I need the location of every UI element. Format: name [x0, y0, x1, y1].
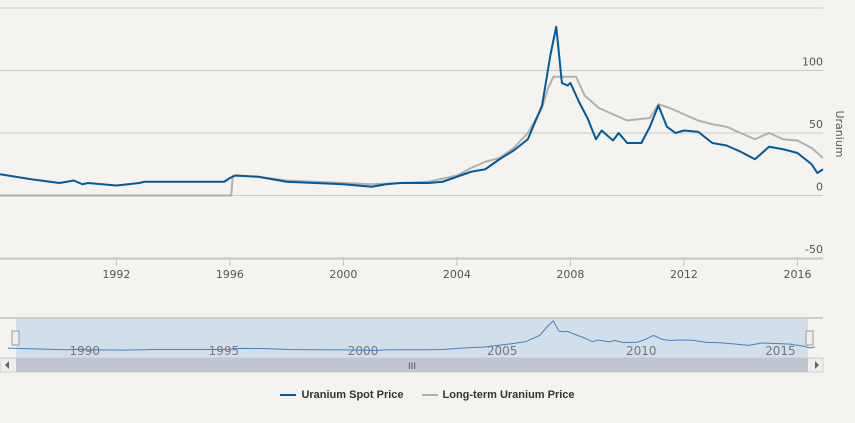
x-tick-label: 2012: [670, 268, 698, 281]
navigator-selection[interactable]: [16, 319, 808, 358]
y-tick-label: -50: [805, 243, 823, 256]
y-tick-label: 100: [802, 56, 823, 69]
navigator-handle[interactable]: [805, 330, 814, 346]
x-tick-label: 2008: [556, 268, 584, 281]
uranium-price-chart: -50 0 50 100 1992 1996 2000 2004 2008 2012 2016 Ura…: [0, 7, 846, 373]
legend-item-longterm[interactable]: Long-term Uranium Price: [421, 389, 575, 401]
scroll-right-icon[interactable]: [815, 361, 819, 369]
x-tick-label: 2016: [783, 268, 811, 281]
navigator-series: [7, 320, 816, 351]
legend-label: Long-term Uranium Price: [442, 389, 575, 401]
legend-swatch: [421, 394, 438, 396]
series-line-longterm: [0, 75, 824, 197]
legend-item-spot[interactable]: Uranium Spot Price: [280, 389, 404, 401]
navigator-tick-label: 1990: [69, 344, 100, 358]
x-tick-label: 1992: [102, 268, 130, 281]
x-tick-label: 2004: [443, 268, 471, 281]
series-line-spot: [0, 25, 824, 188]
navigator-tick-label: 2015: [765, 344, 796, 358]
legend: Uranium Spot Price Long-term Uranium Pri…: [0, 389, 855, 401]
navigator-tick-label: 2010: [626, 344, 657, 358]
x-tick-label: 1996: [216, 268, 244, 281]
legend-swatch: [280, 394, 297, 396]
scrollbar-grip: III: [408, 362, 416, 372]
navigator-tick-label: 2005: [487, 344, 518, 358]
x-tick-label: 2000: [329, 268, 357, 281]
scrollbar-thumb[interactable]: [16, 358, 808, 372]
navigator-handle[interactable]: [11, 330, 20, 346]
legend-label: Uranium Spot Price: [301, 389, 404, 401]
y-tick-label: 0: [816, 181, 823, 194]
navigator-tick-label: 2000: [348, 344, 379, 358]
y-axis-title: Uranium: [833, 110, 846, 157]
y-tick-label: 50: [809, 118, 823, 131]
scroll-left-icon[interactable]: [5, 361, 9, 369]
navigator-tick-label: 1995: [209, 344, 240, 358]
